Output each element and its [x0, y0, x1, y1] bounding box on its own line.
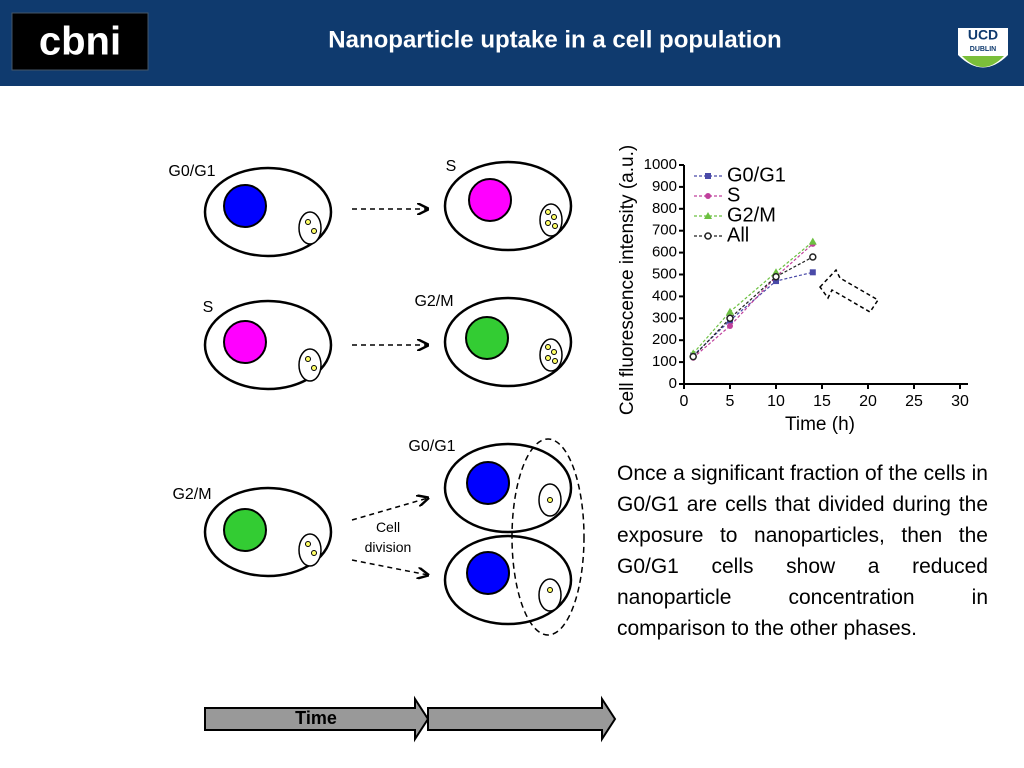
point — [772, 272, 780, 281]
phase-label: G0/G1 — [408, 438, 455, 455]
x-tick-label: 0 — [680, 393, 689, 410]
paragraph: Once a significant fraction of the cells… — [617, 462, 988, 640]
header-bar — [0, 0, 1024, 86]
chart: 0 100 200 300 400 500 600 700 800 900 1000 0 5 10 15 20… — [617, 145, 969, 435]
division-label: Cell division — [365, 519, 412, 555]
nucleus — [468, 178, 512, 222]
legend-label: G2/M — [727, 204, 776, 226]
time-label: Time — [295, 708, 337, 728]
nanoparticle — [311, 228, 317, 234]
nanoparticle — [311, 365, 317, 371]
time-arrow — [204, 695, 430, 743]
vesicle — [298, 533, 322, 567]
x-tick-label: 25 — [905, 393, 923, 410]
logo-box — [11, 12, 149, 71]
nanoparticle — [305, 541, 311, 547]
legend-marker — [705, 173, 711, 179]
y-tick-label: 0 — [669, 375, 677, 392]
nucleus — [465, 316, 509, 360]
phase-label: G2/M — [414, 293, 453, 310]
y-tick-label: 1000 — [644, 156, 677, 173]
nanoparticle — [547, 497, 553, 503]
nanoparticle — [552, 358, 558, 364]
phase-label: G0/G1 — [168, 163, 215, 180]
point — [809, 269, 816, 276]
point — [689, 352, 697, 361]
legend-label: S — [727, 184, 740, 206]
phase-label: S — [203, 299, 214, 316]
division-outline — [511, 438, 585, 636]
y-tick-label: 300 — [652, 309, 677, 326]
nanoparticle — [545, 355, 551, 361]
nanoparticle — [552, 223, 558, 229]
callout-arrow — [819, 268, 880, 314]
point — [809, 253, 817, 261]
nanoparticle — [305, 356, 311, 362]
nanoparticle — [545, 220, 551, 226]
crest-green — [962, 56, 1004, 67]
series-line — [692, 271, 813, 356]
vesicle — [538, 578, 562, 612]
title: Nanoparticle uptake in a cell population — [328, 26, 781, 53]
point — [773, 278, 779, 285]
x-axis-label: Time (h) — [785, 414, 855, 435]
phase-label: G2/M — [172, 486, 211, 503]
x-tick-label: 10 — [767, 393, 785, 410]
nucleus — [466, 461, 510, 505]
nanoparticle — [551, 349, 557, 355]
nanoparticle — [311, 550, 317, 556]
nucleus — [223, 320, 267, 364]
y-axis-label: Cell fluorescence intensity (a.u.) — [617, 145, 638, 415]
nanoparticle — [545, 209, 551, 215]
legend-marker — [705, 193, 711, 199]
x-tick-label: 20 — [859, 393, 877, 410]
series-line — [692, 243, 814, 359]
logo: cbni — [39, 20, 121, 64]
y-tick-label: 600 — [652, 244, 677, 261]
point — [808, 237, 817, 245]
x-tick-label: 15 — [813, 393, 831, 410]
y-tick-label: 700 — [652, 222, 677, 239]
nanoparticle — [305, 219, 311, 225]
nanoparticle — [551, 214, 557, 220]
nanoparticle — [545, 344, 551, 350]
dashed-arrow — [351, 498, 428, 521]
y-tick-label: 500 — [652, 265, 677, 282]
vesicle — [539, 338, 563, 372]
vesicle — [539, 203, 563, 237]
time-arrow — [427, 695, 617, 743]
vesicle — [298, 211, 322, 245]
university: UCD — [968, 27, 998, 43]
y-tick-label: 800 — [652, 200, 677, 217]
y-tick-label: 200 — [652, 331, 677, 348]
series-line — [692, 256, 814, 358]
point — [727, 322, 733, 329]
y-tick-label: 400 — [652, 287, 677, 304]
legend-marker — [704, 212, 712, 219]
series-line — [692, 241, 814, 354]
phase-label: S — [446, 158, 457, 175]
x-tick-label: 30 — [951, 393, 969, 410]
legend-marker — [704, 232, 712, 240]
x-tick-label: 5 — [726, 393, 735, 410]
legend-label: G0/G1 — [727, 164, 786, 186]
vesicle — [298, 348, 322, 382]
y-tick-label: 900 — [652, 178, 677, 195]
diagram — [203, 160, 585, 636]
dashed-arrow — [351, 559, 428, 575]
nucleus — [466, 551, 510, 595]
nucleus — [223, 184, 267, 228]
point — [726, 314, 734, 323]
nanoparticle — [547, 587, 553, 593]
legend-label: All — [727, 224, 749, 246]
university-sub: DUBLIN — [970, 46, 996, 53]
y-tick-label: 100 — [652, 353, 677, 370]
nucleus — [223, 508, 267, 552]
point — [726, 307, 734, 315]
